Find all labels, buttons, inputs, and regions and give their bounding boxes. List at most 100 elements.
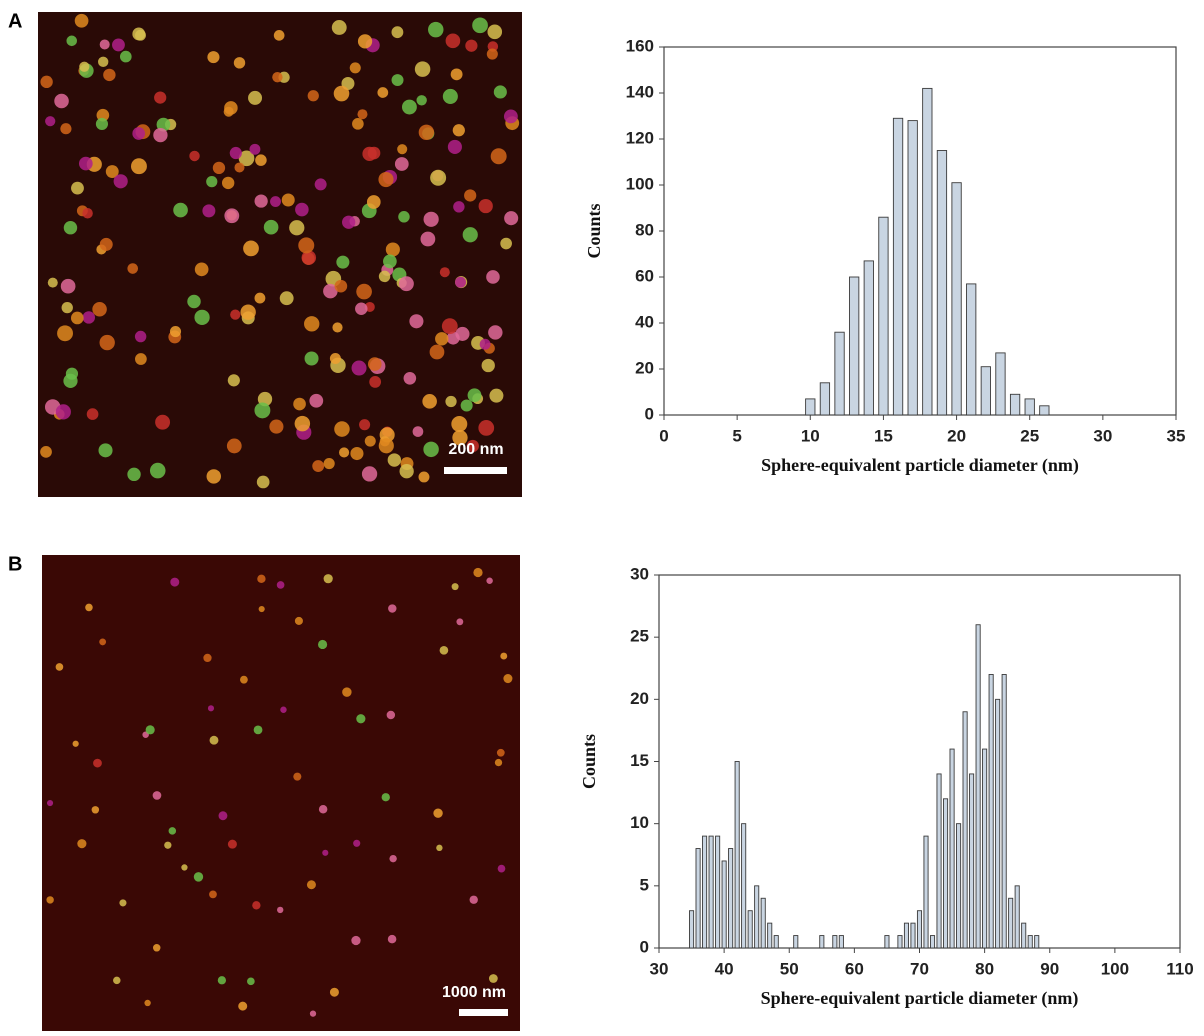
particle — [356, 714, 366, 724]
particle — [391, 74, 404, 87]
particle — [355, 302, 368, 316]
particle — [497, 864, 506, 873]
bar — [689, 910, 695, 949]
particle — [207, 705, 215, 712]
bar — [923, 835, 929, 949]
bar — [863, 260, 874, 416]
particle — [445, 33, 461, 49]
particle — [85, 603, 93, 612]
plot-frame — [663, 46, 1177, 416]
x-tick-label: 15 — [874, 426, 893, 445]
particle — [381, 793, 390, 802]
particle — [309, 1010, 317, 1017]
x-axis-label: Sphere-equivalent particle diameter (nm) — [761, 988, 1079, 1009]
particle — [132, 127, 146, 140]
x-tick-label: 0 — [659, 426, 668, 445]
particle — [238, 1001, 248, 1011]
particle — [466, 439, 479, 453]
particle — [194, 262, 209, 277]
particle — [277, 906, 284, 914]
bar — [695, 848, 701, 949]
particle — [294, 616, 303, 625]
particle — [71, 181, 84, 195]
bar — [980, 366, 991, 416]
particle — [352, 118, 364, 130]
particle — [240, 304, 256, 320]
particle — [334, 279, 348, 293]
x-tick-label: 30 — [650, 959, 669, 978]
particle — [206, 469, 221, 484]
particle — [92, 302, 107, 317]
particle — [82, 208, 93, 219]
x-tick-label: 10 — [801, 426, 820, 445]
particle — [247, 977, 255, 986]
bar — [982, 748, 988, 949]
y-tick-label: 30 — [630, 564, 649, 583]
particle — [55, 404, 71, 420]
particle — [455, 276, 466, 288]
particle — [430, 169, 447, 186]
afm-image — [38, 12, 522, 497]
bar — [819, 382, 831, 416]
bar — [910, 922, 916, 949]
particle — [99, 237, 113, 251]
particle — [422, 394, 437, 409]
particle — [336, 255, 350, 269]
particle — [154, 91, 167, 104]
particle — [441, 318, 458, 335]
particle — [46, 799, 54, 807]
particle — [65, 367, 79, 380]
particle — [439, 267, 450, 278]
bar — [708, 835, 714, 949]
particle — [229, 146, 242, 160]
y-tick-label: 15 — [630, 751, 649, 770]
particle — [209, 735, 219, 745]
particle — [294, 415, 311, 432]
particle — [307, 90, 319, 102]
particle — [149, 462, 166, 479]
particle — [433, 808, 443, 818]
particle — [423, 441, 439, 458]
particle — [386, 710, 396, 720]
particle — [500, 237, 512, 250]
particle — [414, 61, 431, 77]
y-tick-label: 80 — [635, 220, 654, 239]
bar — [760, 897, 766, 949]
particle — [451, 583, 459, 591]
particle — [334, 421, 350, 437]
particle — [256, 475, 270, 489]
particle — [389, 854, 397, 863]
bar — [741, 823, 747, 949]
particle — [378, 270, 391, 283]
particle — [356, 283, 372, 300]
particle — [131, 158, 147, 175]
y-tick-label: 20 — [630, 689, 649, 708]
particle — [206, 176, 218, 188]
particle — [488, 325, 503, 340]
particle — [455, 326, 470, 341]
y-tick-label: 20 — [635, 358, 654, 377]
particle — [490, 148, 507, 165]
particle — [187, 294, 201, 309]
bar — [884, 935, 890, 949]
particle — [428, 21, 444, 38]
x-tick-label: 20 — [947, 426, 966, 445]
particle — [255, 154, 267, 166]
y-tick-label: 160 — [626, 36, 654, 55]
bar — [897, 935, 903, 949]
bar — [988, 674, 994, 949]
bar — [929, 935, 936, 949]
bar — [838, 935, 844, 949]
bar — [832, 935, 838, 949]
panel-label: A — [8, 10, 22, 32]
particle — [399, 464, 414, 479]
particle — [298, 237, 315, 254]
particle — [486, 48, 498, 60]
particle — [57, 325, 73, 342]
x-tick-label: 30 — [1093, 426, 1112, 445]
particle — [489, 388, 504, 403]
particle — [329, 987, 339, 997]
bar — [936, 150, 948, 416]
particle — [306, 880, 316, 890]
